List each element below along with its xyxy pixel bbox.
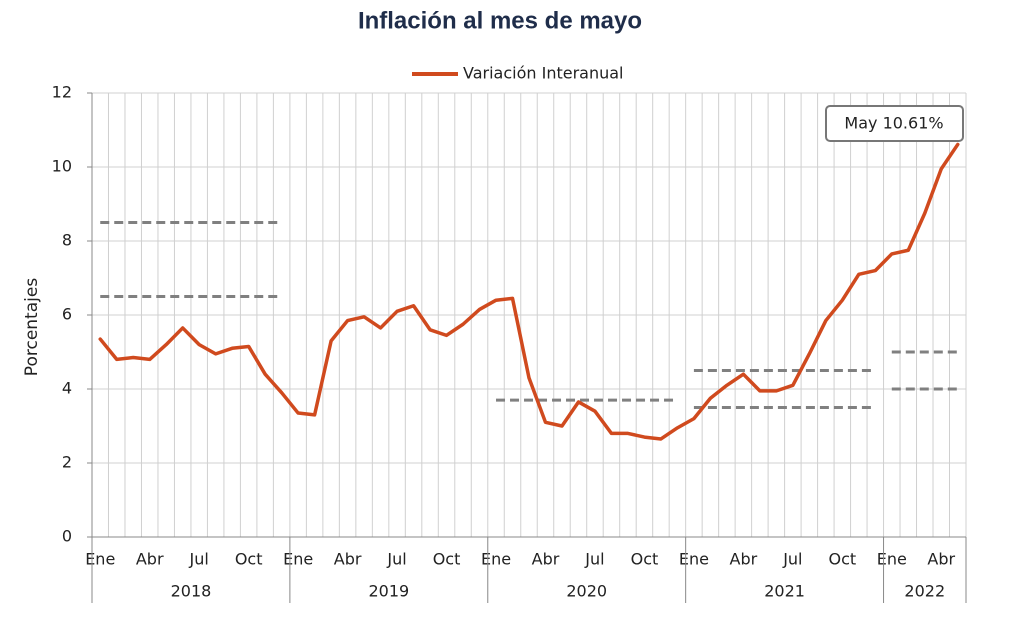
year-label: 2019 bbox=[368, 582, 409, 601]
x-tick-label: Jul bbox=[386, 550, 406, 569]
y-tick-label: 10 bbox=[52, 157, 72, 176]
year-label: 2018 bbox=[171, 582, 212, 601]
x-tick-label: Abr bbox=[730, 550, 758, 569]
x-tick-label: Ene bbox=[877, 550, 907, 569]
y-tick-label: 12 bbox=[52, 83, 72, 102]
x-tick-label: Ene bbox=[679, 550, 709, 569]
legend-label: Variación Interanual bbox=[463, 64, 623, 83]
annotation-box bbox=[825, 105, 964, 142]
x-tick-label: Ene bbox=[481, 550, 511, 569]
x-tick-label: Jul bbox=[584, 550, 604, 569]
x-tick-label: Abr bbox=[927, 550, 955, 569]
year-label: 2020 bbox=[566, 582, 607, 601]
y-tick-label: 6 bbox=[62, 305, 72, 324]
series-line bbox=[98, 142, 960, 441]
y-tick-label: 0 bbox=[62, 527, 72, 546]
x-tick-label: Oct bbox=[235, 550, 263, 569]
x-tick-label: Ene bbox=[283, 550, 313, 569]
y-tick-label: 8 bbox=[62, 231, 72, 250]
chart-title: Inflación al mes de mayo bbox=[358, 7, 642, 34]
x-tick-label: Oct bbox=[631, 550, 659, 569]
x-tick-label: Oct bbox=[433, 550, 461, 569]
annotation: May 10.61% bbox=[844, 114, 943, 133]
x-tick-label: Jul bbox=[189, 550, 209, 569]
year-label: 2021 bbox=[764, 582, 805, 601]
x-tick-label: Jul bbox=[782, 550, 802, 569]
x-tick-label: Abr bbox=[532, 550, 560, 569]
year-label: 2022 bbox=[904, 582, 945, 601]
x-tick-label: Oct bbox=[828, 550, 856, 569]
x-tick-label: Abr bbox=[334, 550, 362, 569]
y-tick-label: 4 bbox=[62, 379, 72, 398]
x-tick-label: Ene bbox=[85, 550, 115, 569]
y-axis-label: Porcentajes bbox=[22, 278, 42, 377]
y-tick-label: 2 bbox=[62, 453, 72, 472]
x-tick-label: Abr bbox=[136, 550, 164, 569]
